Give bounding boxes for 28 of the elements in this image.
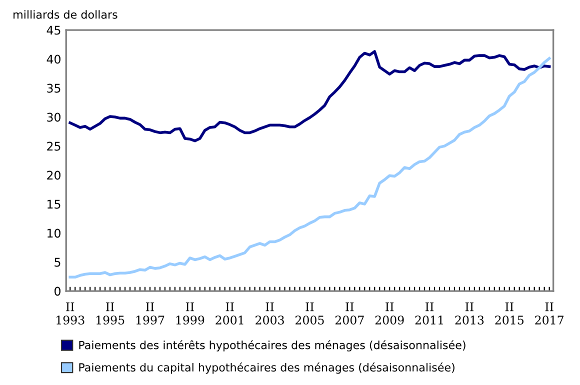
y-tick-label: 40 [46,54,60,64]
y-tick-label: 10 [48,228,60,238]
x-tick-label: II 1995 [96,302,124,325]
x-tick-label: II 1997 [136,302,164,325]
y-tick-label: 45 [46,26,60,35]
x-tick-label: II 2007 [335,302,364,325]
x-tick-label: II 1993 [56,302,84,325]
legend-label: Paiements du capital hypothécaires des ménages (désaisonnalisée) [79,362,454,374]
line-series [68,50,551,142]
y-tick-label: 25 [47,142,60,151]
legend-label: Paiements des intérêts hypothécaires des ménages (désaisonnalisée) [79,340,466,352]
x-tick-label: II 1999 [176,302,204,325]
y-tick-label: 0 [54,286,60,296]
x-tick-label: II 2017 [535,302,564,325]
y-tick-label: 5 [54,258,60,267]
y-tick-label: 15 [48,200,60,209]
y-tick-label: 20 [47,170,60,180]
x-tick-label: II 2001 [216,302,244,325]
y-axis-title: milliards de dollars [14,10,118,19]
x-tick-label: II 2005 [296,302,324,325]
y-tick-label: 30 [47,112,60,122]
x-tick-label: II 2011 [415,302,443,325]
x-tick-label: II 2013 [455,302,484,325]
x-tick-label: II 2003 [256,302,284,325]
x-tick-label: II 2015 [495,302,524,325]
line-series [68,57,551,279]
y-tick-label: 35 [47,84,60,93]
x-tick-label: II 2009 [375,302,404,325]
